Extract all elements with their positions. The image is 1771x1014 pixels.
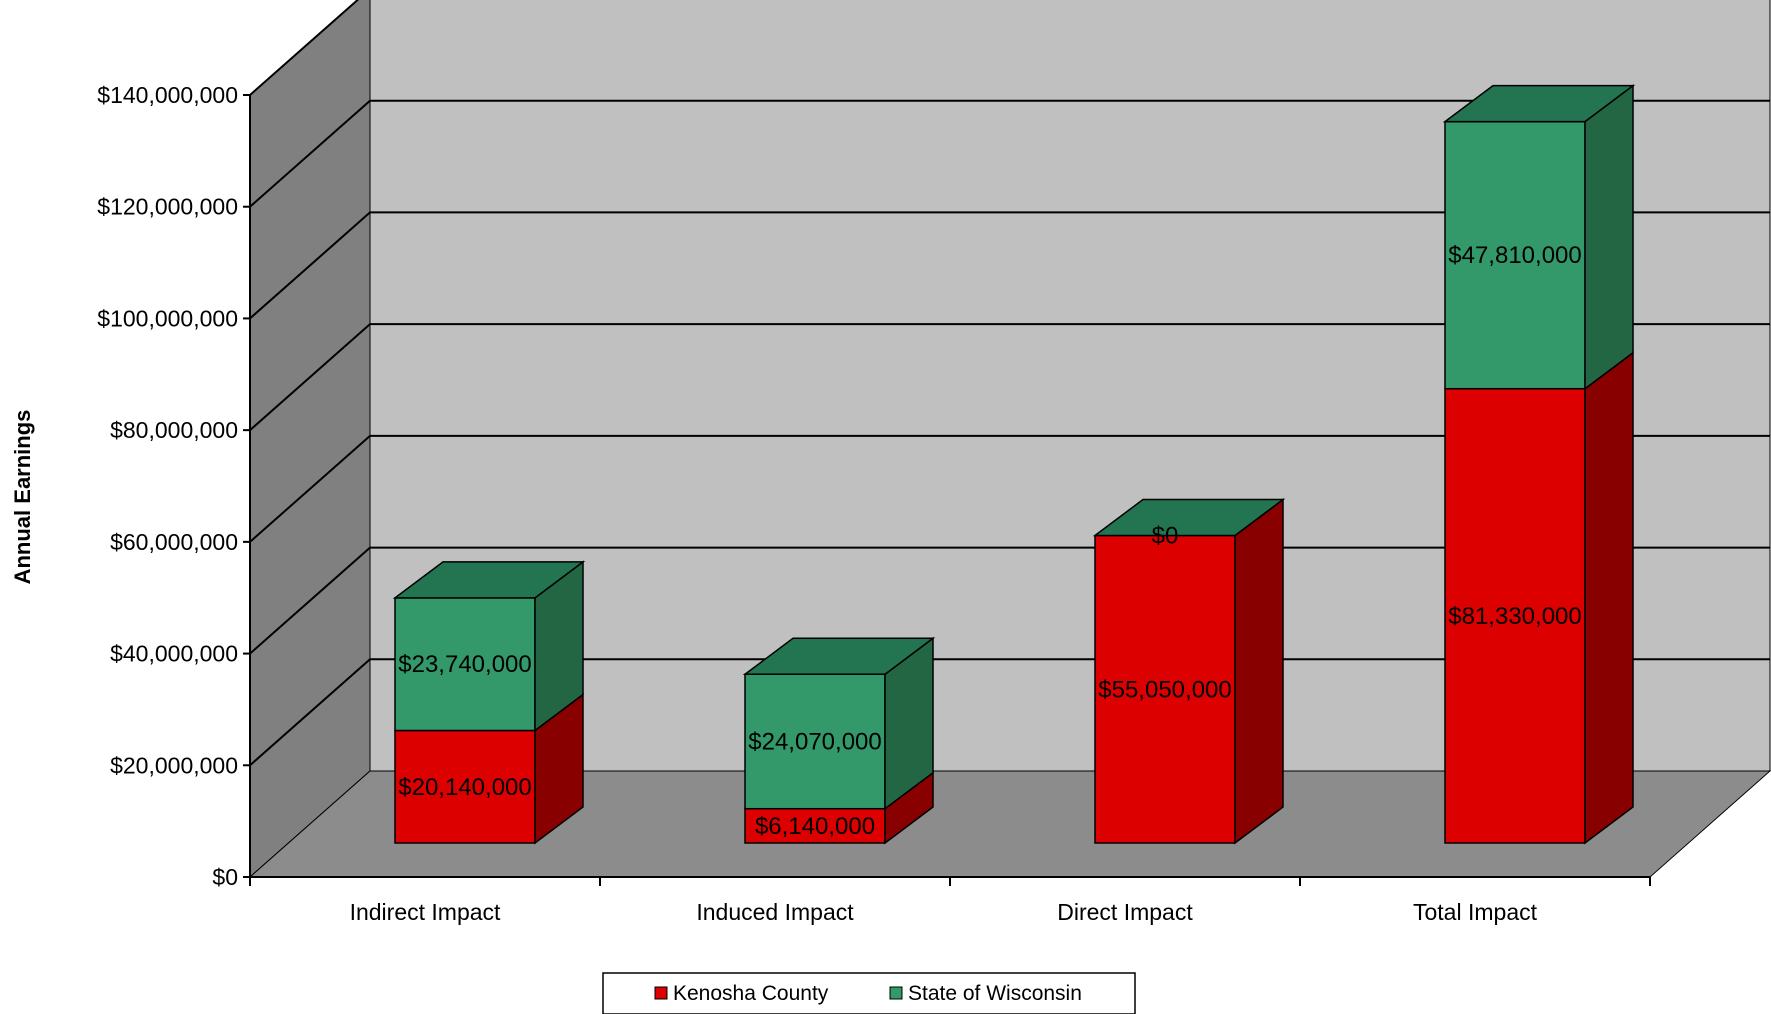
y-tick-label: $140,000,000	[97, 82, 238, 108]
x-axis: Indirect Impact Induced Impact Direct Impa…	[249, 876, 1651, 925]
gridline	[249, 0, 360, 96]
y-tick-label: $60,000,000	[110, 529, 238, 555]
bar-wisconsin	[1444, 120, 1586, 390]
y-axis: $0 $20,000,000 $40,000,000 $60,000,000 $80,0…	[97, 82, 251, 890]
bar-side	[1584, 84, 1634, 391]
bar-kenosha	[1444, 387, 1586, 844]
legend: Kenosha County State of Wisconsin	[602, 972, 1136, 1014]
bars	[392, 84, 1636, 845]
bar-top	[1092, 498, 1286, 537]
gridlines	[249, 0, 1770, 767]
side-wall	[249, 0, 371, 879]
x-tick-label: Total Impact	[1413, 899, 1538, 925]
data-label: $55,050,000	[1098, 676, 1231, 703]
gridline	[249, 658, 1770, 767]
legend-label: State of Wisconsin	[908, 982, 1082, 1005]
y-tick-label: $120,000,000	[97, 194, 238, 220]
bar-top	[1442, 84, 1636, 123]
bar-wisconsin	[394, 597, 536, 732]
bar-top	[742, 637, 936, 676]
legend-swatch	[654, 986, 668, 1000]
gridline	[249, 323, 1770, 431]
gridline	[249, 546, 1770, 655]
data-label: $6,140,000	[755, 813, 875, 840]
y-tick-label: $40,000,000	[110, 641, 238, 667]
gridline	[249, 211, 1770, 320]
y-tick-label: $0	[212, 864, 238, 890]
x-tick-label: Direct Impact	[1057, 899, 1193, 925]
legend-label: Kenosha County	[673, 982, 829, 1005]
bar-wisconsin	[744, 673, 886, 810]
bar-top	[392, 561, 586, 599]
bar-side	[1234, 498, 1284, 845]
gridline	[249, 434, 1770, 543]
data-label: $23,740,000	[398, 651, 531, 678]
y-tick-label: $20,000,000	[110, 752, 238, 778]
chart-walls	[248, 0, 1771, 879]
data-label: $24,070,000	[748, 728, 881, 755]
y-tick-label: $100,000,000	[97, 305, 238, 331]
legend-swatch	[889, 986, 903, 1000]
data-label: $47,810,000	[1448, 242, 1581, 269]
data-label: $81,330,000	[1448, 603, 1581, 630]
data-labels: $20,140,000 $23,740,000 $6,140,000 $24,070,…	[398, 242, 1581, 840]
y-tick-label: $80,000,000	[110, 417, 238, 443]
data-label: $20,140,000	[398, 774, 531, 801]
x-tick-label: Induced Impact	[696, 899, 854, 925]
legend-box	[602, 972, 1136, 1014]
x-tick-label: Indirect Impact	[350, 899, 501, 925]
bar-side	[1584, 351, 1634, 845]
y-axis-title: Annual Earnings	[10, 410, 35, 585]
bar-kenosha	[1094, 534, 1236, 844]
data-label: $0	[1152, 523, 1179, 550]
bar-kenosha	[394, 729, 536, 844]
gridline	[249, 99, 1770, 208]
